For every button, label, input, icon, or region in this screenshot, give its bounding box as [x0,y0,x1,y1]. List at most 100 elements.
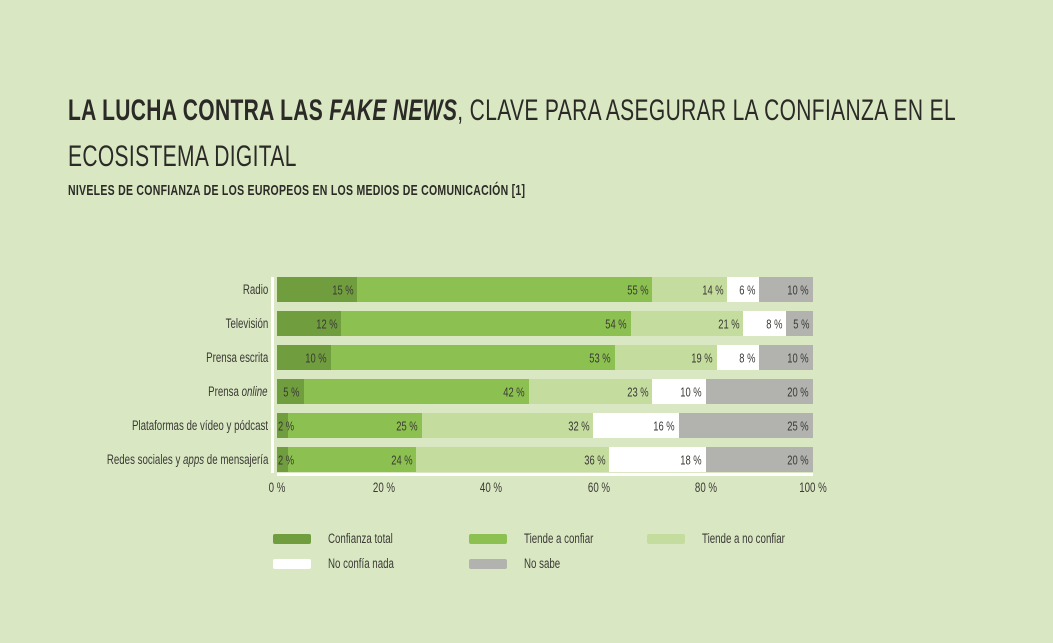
legend-label: Tiende a confiar [524,531,620,546]
row-label-pre: Plataformas de vídeo y pódcast [131,418,268,433]
x-tick-label: 40 % [476,480,507,495]
segment-value-label: 32 % [567,418,590,433]
bar-segment: 10 % [759,277,813,302]
segment-value-label: 25 % [396,418,418,433]
legend-label: No confía nada [328,556,420,571]
segment-value-label: 5 % [792,316,809,331]
bar-segment: 10 % [759,345,813,370]
segment-value-label: 55 % [626,282,649,297]
segment-value-label: 15 % [332,282,354,297]
bar-segment: 14 % [652,277,728,302]
x-tick-text: 80 % [694,480,717,495]
stacked-bar-chart: Radio 15 % 55 % 14 % 6 % 10 % Televisión 12 % 54… [0,277,1053,481]
bar-segment: 2 % [277,413,294,438]
bar-segment: 53 % [330,345,615,370]
chart-row: Prensa online 5 % 42 % 23 % 10 % 20 % [0,379,1053,404]
x-tick-label: 60 % [583,480,614,495]
row-label-italic: online [242,384,268,399]
bar-segment: 10 % [277,345,331,370]
bar-segment: 23 % [528,379,653,404]
bar-segment: 8 % [716,345,760,370]
row-label-italic: apps [182,452,204,467]
row-label-pre: Televisión [225,316,268,331]
bar-segment: 55 % [357,277,653,302]
x-axis-line [277,473,813,476]
bar-stack: 5 % 42 % 23 % 10 % 20 % [277,379,813,404]
segment-value-label: 21 % [717,316,740,331]
bar-segment: 16 % [593,413,679,438]
segment-value-label: 6 % [739,282,756,297]
bar-segment: 18 % [609,447,706,472]
bar-segment: 19 % [614,345,717,370]
legend-label-text: Tiende a confiar [524,531,594,546]
bar-segment: 10 % [652,379,706,404]
segment-value-label: 36 % [583,452,606,467]
chart-row: Prensa escrita 10 % 53 % 19 % 8 % 10 % [0,345,1053,370]
bar-stack: 15 % 55 % 14 % 6 % 10 % [277,277,813,302]
title-line2: ECOSISTEMA DIGITAL [68,140,297,173]
segment-value-label: 23 % [626,384,649,399]
bar-segment: 20 % [705,447,813,472]
x-tick-text: 0 % [268,480,286,495]
bar-segment: 25 % [678,413,813,438]
segment-value-label: 16 % [653,418,675,433]
chart-row: Radio 15 % 55 % 14 % 6 % 10 % [0,277,1053,302]
row-label: Radio [0,277,268,302]
x-tick-text: 60 % [587,480,610,495]
segment-value-label: 24 % [391,452,413,467]
title-italic-part: FAKE NEWS [329,94,458,127]
segment-value-label: 20 % [787,384,809,399]
segment-value-label: 8 % [739,350,756,365]
bar-segment: 5 % [786,311,813,336]
segment-value-label: 53 % [589,350,611,365]
row-label-text: Prensa escrita [206,345,268,370]
legend-swatch [273,533,311,544]
row-label: Prensa online [0,379,268,404]
x-tick-text: 20 % [373,480,396,495]
bar-segment: 2 % [277,447,294,472]
row-label-text: Radio [243,277,268,302]
legend-item: Tiende a no confiar [647,526,877,551]
legend-row: Confianza total Tiende a confiar Tiende a … [273,526,877,551]
page-title: LA LUCHA CONTRA LAS FAKE NEWS, CLAVE PAR… [68,88,956,180]
segment-value-label: 10 % [680,384,702,399]
legend-item: No sabe [469,551,647,576]
row-label: Televisión [0,311,268,336]
bar-segment: 54 % [341,311,631,336]
row-label-post: de mensajería [203,452,268,467]
legend-label: No sabe [524,556,574,571]
chart-legend: Confianza total Tiende a confiar Tiende a … [273,526,877,576]
legend-swatch [469,533,507,544]
chart-row: Televisión 12 % 54 % 21 % 8 % 5 % [0,311,1053,336]
x-tick-label: 100 % [794,480,832,495]
segment-value-label: 12 % [315,316,338,331]
bar-segment: 8 % [743,311,787,336]
segment-value-label: 5 % [283,384,300,399]
bar-segment: 42 % [303,379,529,404]
legend-item: No confía nada [273,551,469,576]
legend-swatch [469,558,507,569]
row-label-text: Prensa online [209,379,268,404]
segment-value-label: 25 % [787,418,809,433]
row-label-text: Plataformas de vídeo y pódcast [132,413,268,438]
page-subtitle: NIVELES DE CONFIANZA DE LOS EUROPEOS EN … [68,182,526,199]
row-label-pre: Prensa escrita [205,350,268,365]
segment-value-label: 42 % [503,384,525,399]
chart-row: Plataformas de vídeo y pódcast 2 % 25 % 32 … [0,413,1053,438]
row-label-pre: Redes sociales y [106,452,183,467]
segment-value-label: 20 % [787,452,809,467]
bar-stack: 2 % 24 % 36 % 18 % 20 % [277,447,813,472]
segment-value-label: 19 % [691,350,713,365]
row-label-pre: Prensa [208,384,243,399]
bar-stack: 2 % 25 % 32 % 16 % 25 % [277,413,813,438]
chart-row: Redes sociales y apps de mensajería 2 % 24… [0,447,1053,472]
bar-segment: 21 % [630,311,744,336]
bar-segment: 15 % [277,277,358,302]
segment-value-label: 8 % [766,316,783,331]
y-axis-line [271,277,274,473]
legend-item: Confianza total [273,526,469,551]
x-tick-label: 20 % [369,480,400,495]
legend-item: Tiende a confiar [469,526,647,551]
legend-swatch [647,533,685,544]
bar-segment: 20 % [705,379,813,404]
